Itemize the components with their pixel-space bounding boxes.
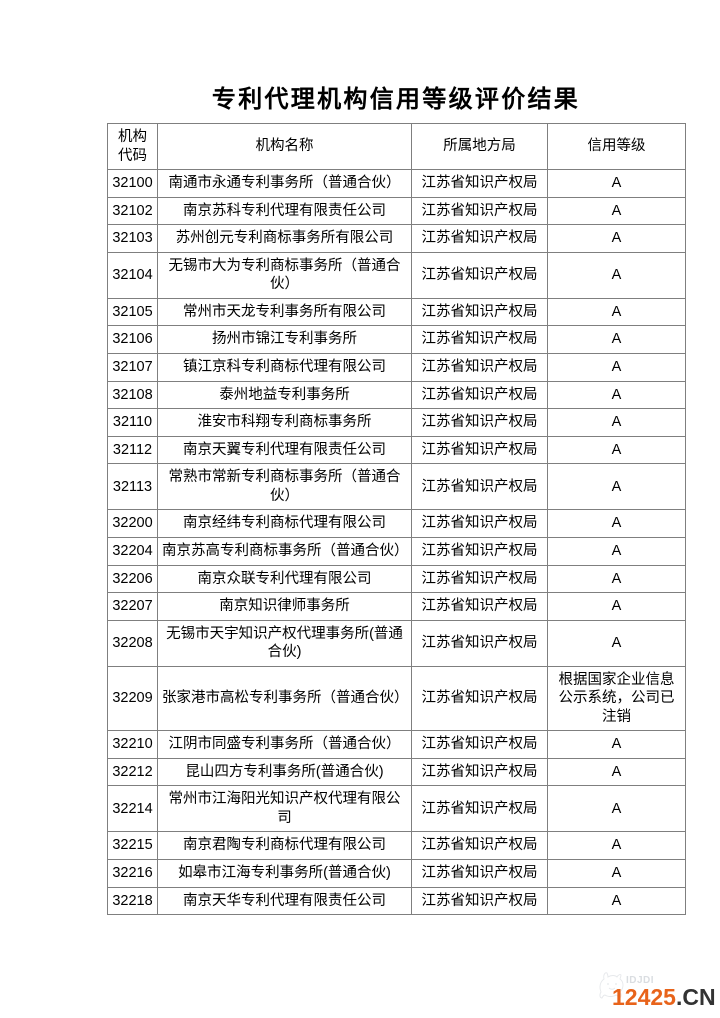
svg-text:12425.CN: 12425.CN xyxy=(612,984,716,1010)
